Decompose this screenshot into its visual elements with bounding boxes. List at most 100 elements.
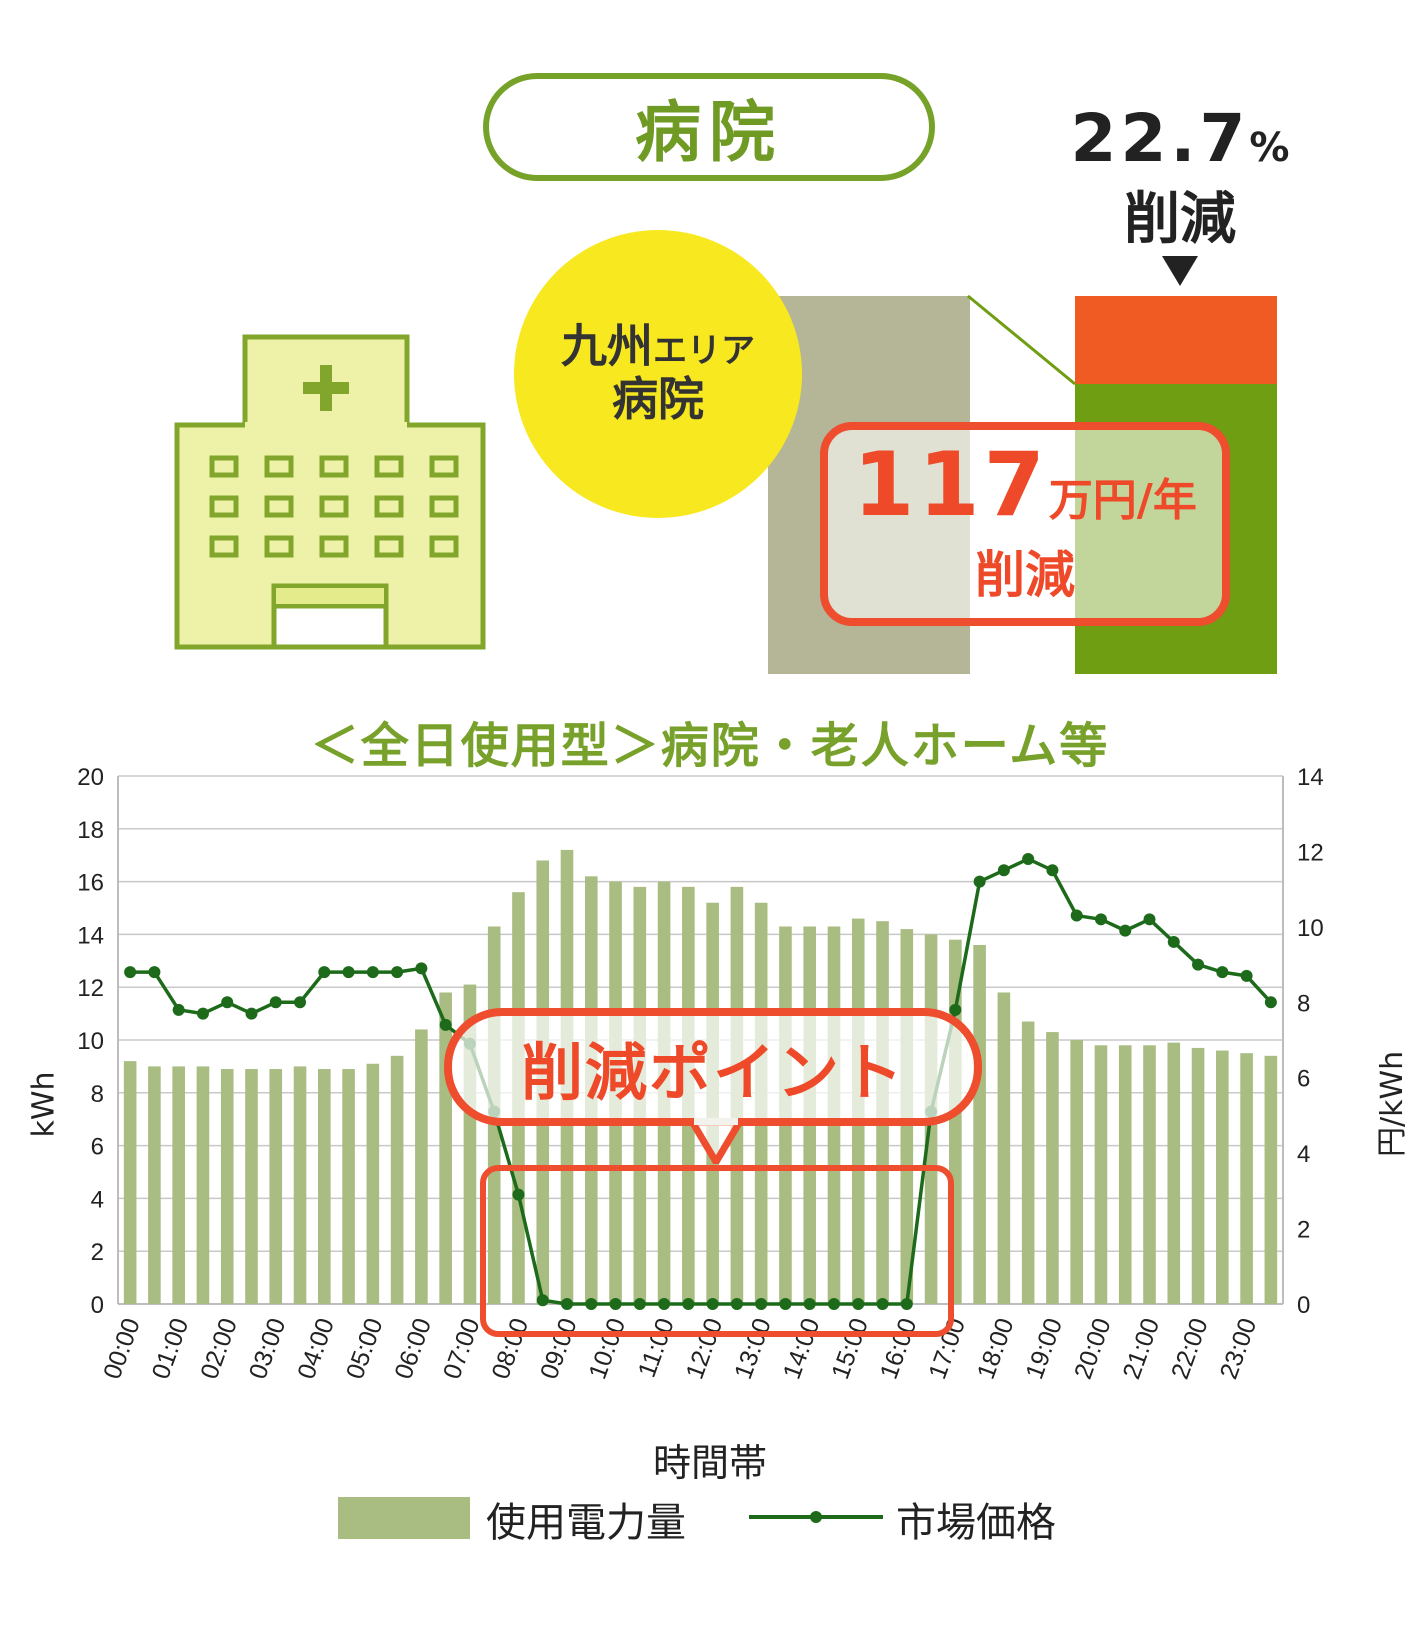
x-tick-label: 07:00 bbox=[438, 1314, 486, 1382]
usage-bar bbox=[220, 1069, 234, 1304]
x-tick-label: 19:00 bbox=[1020, 1314, 1068, 1382]
area-region-name: 九州 bbox=[561, 319, 653, 374]
y2-tick-label: 4 bbox=[1297, 1141, 1310, 1168]
price-point bbox=[1070, 909, 1083, 922]
price-point bbox=[124, 966, 137, 979]
price-point bbox=[730, 1298, 743, 1310]
reduction-percent-unit: % bbox=[1249, 125, 1290, 171]
legend-usage-label: 使用電力量 bbox=[486, 1500, 686, 1546]
price-point bbox=[415, 962, 428, 975]
area-region-suffix: エリア bbox=[653, 331, 755, 372]
price-point bbox=[658, 1298, 671, 1310]
x-tick-label: 18:00 bbox=[972, 1314, 1020, 1382]
y-tick-label: 6 bbox=[91, 1134, 104, 1161]
x-tick-label: 02:00 bbox=[195, 1314, 243, 1382]
price-point bbox=[852, 1298, 865, 1310]
price-point bbox=[512, 1188, 525, 1201]
page-title: 病院 bbox=[483, 73, 935, 181]
reduction-label: 削減 bbox=[1124, 187, 1236, 252]
x-tick-label: 22:00 bbox=[1166, 1314, 1214, 1382]
chart-subtitle: ＜全日使用型＞病院・老人ホーム等 bbox=[310, 718, 1110, 774]
x-tick-label: 23:00 bbox=[1215, 1314, 1263, 1382]
usage-bar bbox=[172, 1066, 185, 1304]
price-point bbox=[196, 1007, 209, 1020]
area-facility: 病院 bbox=[612, 371, 704, 426]
x-tick-label: 00:00 bbox=[98, 1314, 146, 1382]
y2-tick-label: 10 bbox=[1297, 915, 1324, 942]
usage-bar bbox=[196, 1066, 210, 1304]
price-point bbox=[779, 1298, 792, 1310]
y-axis-right-title: 円/kWh bbox=[1375, 1050, 1410, 1157]
price-point bbox=[1192, 958, 1205, 971]
price-point bbox=[1167, 935, 1180, 948]
price-point bbox=[1143, 913, 1156, 926]
area-region: 九州エリア bbox=[561, 321, 755, 372]
price-point bbox=[876, 1298, 889, 1310]
y-tick-label: 20 bbox=[77, 764, 104, 791]
price-point bbox=[1094, 913, 1107, 926]
price-point bbox=[609, 1298, 622, 1310]
y2-tick-label: 14 bbox=[1297, 764, 1324, 791]
y2-tick-label: 6 bbox=[1297, 1066, 1310, 1093]
y-tick-label: 0 bbox=[91, 1292, 104, 1319]
price-point bbox=[245, 1007, 258, 1020]
usage-bar bbox=[1046, 1032, 1059, 1304]
y2-tick-label: 2 bbox=[1297, 1217, 1310, 1244]
price-point bbox=[1046, 864, 1059, 877]
y-tick-label: 8 bbox=[91, 1081, 104, 1108]
price-point bbox=[585, 1298, 598, 1310]
price-point bbox=[633, 1298, 646, 1310]
price-point bbox=[221, 996, 234, 1009]
price-point bbox=[439, 1018, 452, 1031]
x-tick-label: 01:00 bbox=[147, 1314, 195, 1382]
x-axis-title: 時間帯 bbox=[652, 1441, 767, 1485]
price-point bbox=[755, 1298, 768, 1310]
y-tick-label: 12 bbox=[77, 975, 104, 1002]
usage-bar bbox=[245, 1069, 258, 1304]
usage-bar bbox=[1191, 1047, 1205, 1304]
usage-bar bbox=[415, 1029, 428, 1304]
price-point bbox=[342, 966, 355, 979]
price-point bbox=[1022, 852, 1035, 865]
usage-bar bbox=[1216, 1050, 1229, 1304]
reduction-percent: 22.7% bbox=[1050, 100, 1310, 177]
x-tick-label: 20:00 bbox=[1069, 1314, 1117, 1382]
usage-bar bbox=[148, 1066, 161, 1304]
price-point bbox=[827, 1298, 840, 1310]
usage-bar bbox=[1094, 1045, 1108, 1304]
price-point bbox=[682, 1298, 695, 1310]
hospital-building-icon bbox=[174, 334, 486, 650]
x-tick-label: 21:00 bbox=[1117, 1314, 1165, 1382]
price-point bbox=[391, 966, 404, 979]
usage-bar bbox=[123, 1061, 137, 1304]
y-axis-left-title: kWh bbox=[26, 1071, 62, 1138]
usage-bar bbox=[1070, 1040, 1084, 1304]
y-tick-label: 4 bbox=[91, 1186, 104, 1213]
usage-bar bbox=[366, 1063, 380, 1304]
x-tick-label: 06:00 bbox=[389, 1314, 437, 1382]
y-tick-label: 16 bbox=[77, 870, 104, 897]
y2-tick-label: 8 bbox=[1297, 990, 1310, 1017]
x-tick-label: 04:00 bbox=[292, 1314, 340, 1382]
price-point bbox=[536, 1294, 549, 1307]
area-badge: 九州エリア 病院 bbox=[514, 230, 802, 518]
price-point bbox=[1119, 924, 1132, 937]
price-point bbox=[1216, 966, 1229, 979]
price-point bbox=[561, 1298, 574, 1310]
usage-bar bbox=[1167, 1042, 1181, 1304]
x-tick-label: 03:00 bbox=[244, 1314, 292, 1382]
usage-bar bbox=[390, 1055, 404, 1304]
price-point bbox=[900, 1298, 913, 1310]
y-tick-label: 2 bbox=[91, 1239, 104, 1266]
price-point bbox=[997, 864, 1010, 877]
y-tick-label: 14 bbox=[77, 922, 104, 949]
saving-amount: 117万円/年 bbox=[853, 441, 1197, 529]
x-tick-label: 05:00 bbox=[341, 1314, 389, 1382]
usage-bar bbox=[973, 944, 986, 1304]
legend-price-label: 市場価格 bbox=[896, 1500, 1056, 1546]
callout-pointer bbox=[690, 1118, 742, 1164]
reduction-window-box bbox=[480, 1165, 954, 1337]
y2-tick-label: 0 bbox=[1297, 1292, 1310, 1319]
usage-bar bbox=[342, 1069, 355, 1304]
reduction-point-callout: 削減ポイント bbox=[444, 1008, 982, 1126]
